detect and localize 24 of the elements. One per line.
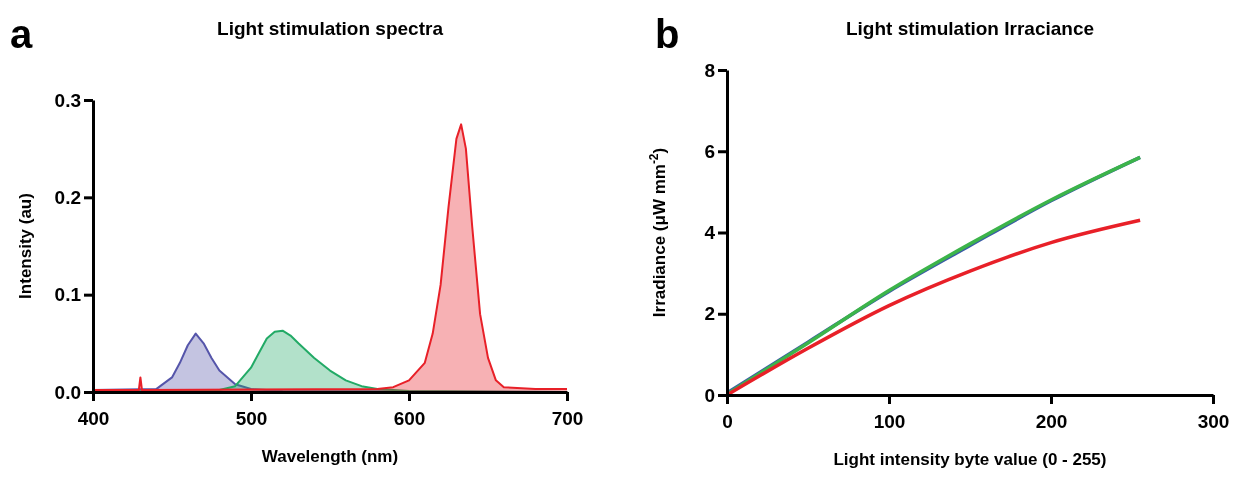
y-tick-label: 8 [704, 59, 715, 81]
x-tick-label: 100 [873, 410, 906, 432]
x-tick-label: 700 [551, 407, 584, 429]
x-axis-title: Light intensity byte value (0 - 255) [833, 450, 1107, 469]
y-tick-label: 2 [704, 303, 715, 325]
y-axis-title: Intensity (au) [16, 193, 35, 299]
x-tick-label: 300 [1197, 410, 1230, 432]
y-tick-label: 0 [704, 384, 715, 406]
y-tick-label: 6 [704, 140, 715, 162]
x-tick-label: 0 [722, 410, 733, 432]
y-tick-label: 4 [704, 222, 716, 244]
text: a [10, 12, 33, 56]
x-tick-label: 500 [235, 407, 268, 429]
x-tick-label: 600 [393, 407, 426, 429]
text: b [655, 12, 680, 56]
y-tick-label: 0.3 [54, 89, 81, 111]
chart-title: Light stimulation spectra [217, 18, 444, 39]
y-tick-label: 0.0 [54, 381, 81, 403]
chart-title: Light stimulation Irraciance [845, 18, 1095, 39]
x-tick-label: 400 [77, 407, 110, 429]
x-tick-label: 200 [1035, 410, 1068, 432]
y-tick-label: 0.1 [54, 284, 82, 306]
x-axis-title: Wavelength (nm) [261, 447, 399, 466]
y-tick-label: 0.2 [54, 186, 81, 208]
